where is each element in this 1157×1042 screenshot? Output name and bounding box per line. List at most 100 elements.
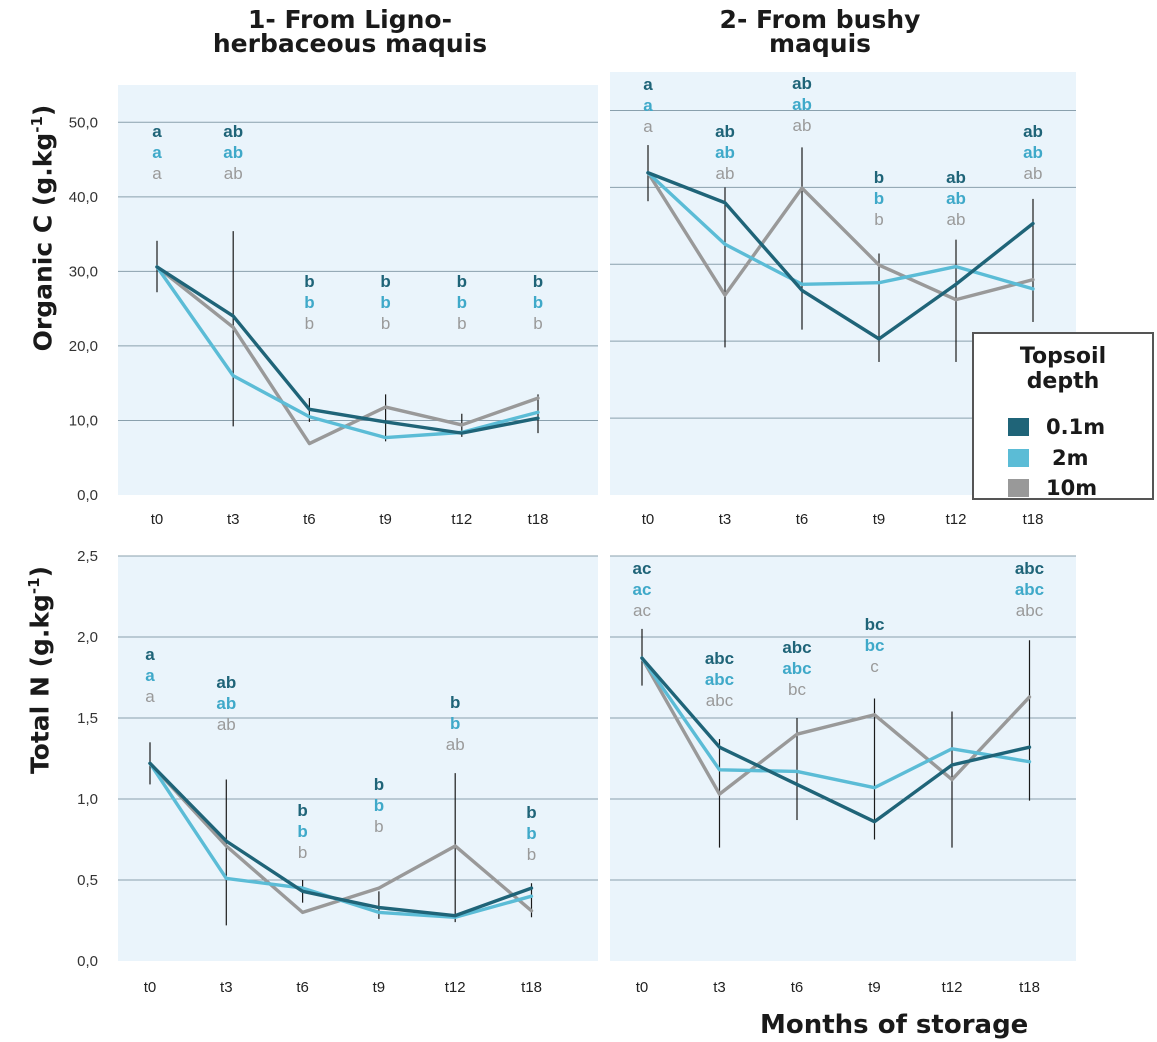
panel-1-x-tick-label: t6 <box>303 511 316 528</box>
panel-1-significance-letter: b <box>533 293 543 312</box>
panel-4-significance-letter: ac <box>633 580 652 599</box>
panel-2-significance-letter: ab <box>792 74 812 93</box>
panel-3-y-tick-label: 1,0 <box>77 791 98 808</box>
panel-1-significance-letter: b <box>304 293 314 312</box>
panel-3-plot-area <box>118 556 598 961</box>
panel-2-significance-letter: ab <box>715 122 735 141</box>
panel-1-significance-letter: ab <box>223 143 243 162</box>
panel-1-significance-letter: b <box>457 272 467 291</box>
row-title-organic-c-text: Organic C (g.kg <box>28 133 57 352</box>
panel-2-significance-letter: b <box>874 168 884 187</box>
panel-1-significance-letter: a <box>152 143 162 162</box>
legend-title: Topsoil depth <box>974 344 1152 394</box>
panel-4-x-tick-label: t3 <box>713 979 726 996</box>
legend-swatch-0-1m <box>1008 418 1029 436</box>
panel-3-significance-letter: b <box>297 822 307 841</box>
panel-2-significance-letter: a <box>643 117 653 136</box>
row-title-total-n-sup: -1 <box>25 577 43 594</box>
panel-1-y-tick-label: 10,0 <box>69 412 98 429</box>
row-title-total-n-text: Total N (g.kg <box>25 594 54 774</box>
row-title-organic-c-end: ) <box>28 105 57 116</box>
row-title-total-n-end: ) <box>25 566 54 577</box>
panel-3-significance-letter: ab <box>216 673 236 692</box>
panel-4-significance-letter: abc <box>782 659 811 678</box>
panel-3-x-tick-label: t3 <box>220 979 233 996</box>
panel-2-x-tick-label: t6 <box>796 511 809 528</box>
panel-3-x-tick-label: t12 <box>445 979 466 996</box>
panel-4-significance-letter: abc <box>1015 580 1044 599</box>
panel-4-significance-letter: c <box>870 657 879 676</box>
panel-4-significance-letter: ac <box>633 559 652 578</box>
panel-4-significance-letter: abc <box>1016 601 1044 620</box>
panel-3-significance-letter: b <box>526 803 536 822</box>
column-title-1-line-2: herbaceous maquis <box>170 32 530 56</box>
panel-3-y-tick-label: 2,5 <box>77 548 98 565</box>
panel-1-significance-letter: b <box>457 293 467 312</box>
panel-3-significance-letter: ab <box>446 735 465 754</box>
panel-4-x-tick-label: t6 <box>791 979 804 996</box>
panel-3-significance-letter: ab <box>216 694 236 713</box>
panel-3-y-tick-label: 2,0 <box>77 629 98 646</box>
panel-2-significance-letter: ab <box>715 143 735 162</box>
column-title-2-line-2: maquis <box>640 32 1000 56</box>
x-axis-title: Months of storage <box>760 1010 1028 1040</box>
panel-3-y-tick-label: 1,5 <box>77 710 98 727</box>
panel-2-x-tick-label: t3 <box>719 511 732 528</box>
panel-4-significance-letter: abc <box>782 638 811 657</box>
panel-2-significance-letter: ab <box>1023 122 1043 141</box>
panel-2-significance-letter: ab <box>1024 164 1043 183</box>
panel-1-y-tick-label: 40,0 <box>69 189 98 206</box>
panel-4-significance-letter: ac <box>633 601 651 620</box>
panel-2-x-tick-label: t0 <box>642 511 655 528</box>
panel-1-significance-letter: b <box>380 272 390 291</box>
panel-3-significance-letter: b <box>374 796 384 815</box>
panel-2-significance-letter: ab <box>792 95 812 114</box>
legend-title-line-2: depth <box>974 369 1152 394</box>
panel-2-significance-letter: ab <box>947 210 966 229</box>
panel-1-x-tick-label: t9 <box>379 511 392 528</box>
panel-1-significance-letter: a <box>152 164 162 183</box>
panel-2-x-tick-label: t9 <box>873 511 886 528</box>
panel-3-x-tick-label: t0 <box>144 979 157 996</box>
panel-1-significance-letter: b <box>533 314 542 333</box>
panel-4-x-tick-label: t9 <box>868 979 881 996</box>
legend-label-10m: 10m <box>1046 476 1097 500</box>
panel-2-significance-letter: ab <box>946 168 966 187</box>
panel-1-significance-letter: b <box>533 272 543 291</box>
panel-1-significance-letter: b <box>304 272 314 291</box>
panel-2-significance-letter: ab <box>793 116 812 135</box>
panel-1-significance-letter: b <box>457 314 466 333</box>
panel-2-significance-letter: ab <box>1023 143 1043 162</box>
panel-3-y-tick-label: 0,5 <box>77 872 98 889</box>
panel-3-significance-letter: b <box>374 817 383 836</box>
panel-1-significance-letter: ab <box>223 122 243 141</box>
panel-4-significance-letter: abc <box>1015 559 1044 578</box>
legend-label-0-1m: 0.1m <box>1046 415 1105 439</box>
row-title-total-n: Total N (g.kg-1) <box>25 535 55 805</box>
panel-1-x-tick-label: t3 <box>227 511 240 528</box>
panel-3-x-tick-label: t9 <box>373 979 386 996</box>
panel-1-y-tick-label: 20,0 <box>69 338 98 355</box>
panel-3-x-tick-label: t6 <box>296 979 309 996</box>
panel-3-x-tick-label: t18 <box>521 979 542 996</box>
panel-1-x-tick-label: t18 <box>528 511 549 528</box>
panel-4-significance-letter: abc <box>705 649 734 668</box>
panel-2-significance-letter: b <box>874 189 884 208</box>
panel-1-x-tick-label: t0 <box>151 511 164 528</box>
panel-2-significance-letter: ab <box>946 189 966 208</box>
legend: Topsoil depth 0.1m 2m 10m <box>972 332 1154 500</box>
panel-4-x-tick-label: t18 <box>1019 979 1040 996</box>
panel-4-x-tick-label: t0 <box>636 979 649 996</box>
panel-2-significance-letter: a <box>643 96 653 115</box>
panel-3-significance-letter: b <box>450 714 460 733</box>
row-title-organic-c: Organic C (g.kg-1) <box>28 78 58 378</box>
panel-3-significance-letter: b <box>527 845 536 864</box>
panel-4-significance-letter: bc <box>788 680 806 699</box>
panel-1-y-tick-label: 0,0 <box>77 487 98 504</box>
panel-1-significance-letter: b <box>305 314 314 333</box>
panel-1-x-tick-label: t12 <box>451 511 472 528</box>
legend-title-line-1: Topsoil <box>974 344 1152 369</box>
panel-2-significance-letter: b <box>874 210 883 229</box>
panel-3-significance-letter: a <box>145 687 155 706</box>
panel-3-significance-letter: b <box>298 843 307 862</box>
